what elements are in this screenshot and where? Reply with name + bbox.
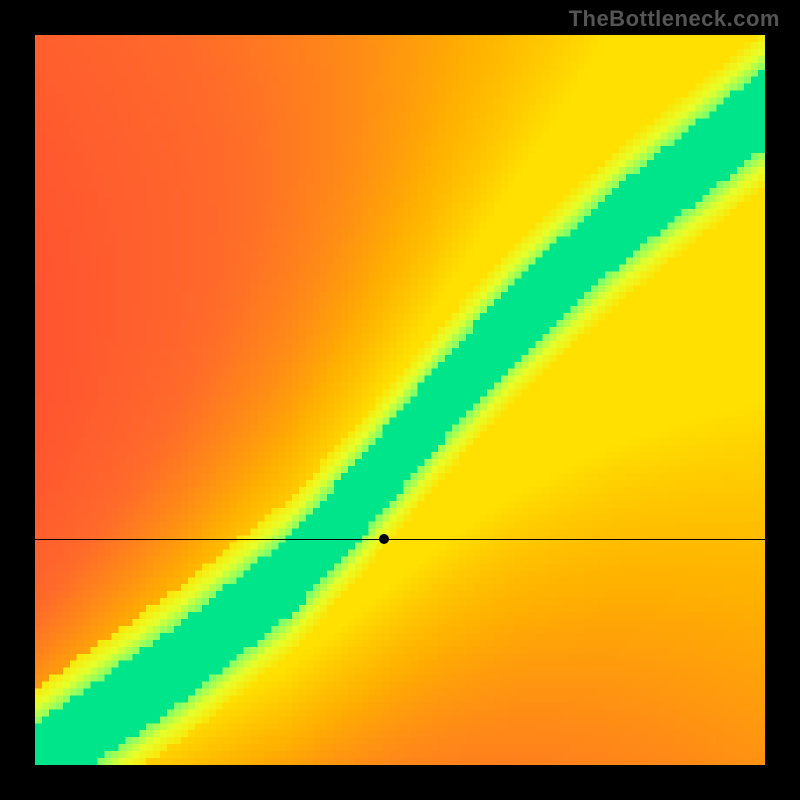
crosshair-horizontal	[35, 539, 765, 540]
watermark-text: TheBottleneck.com	[569, 6, 780, 32]
heatmap-canvas	[35, 35, 765, 765]
heatmap-plot-area	[35, 35, 765, 765]
marker-dot	[379, 534, 389, 544]
